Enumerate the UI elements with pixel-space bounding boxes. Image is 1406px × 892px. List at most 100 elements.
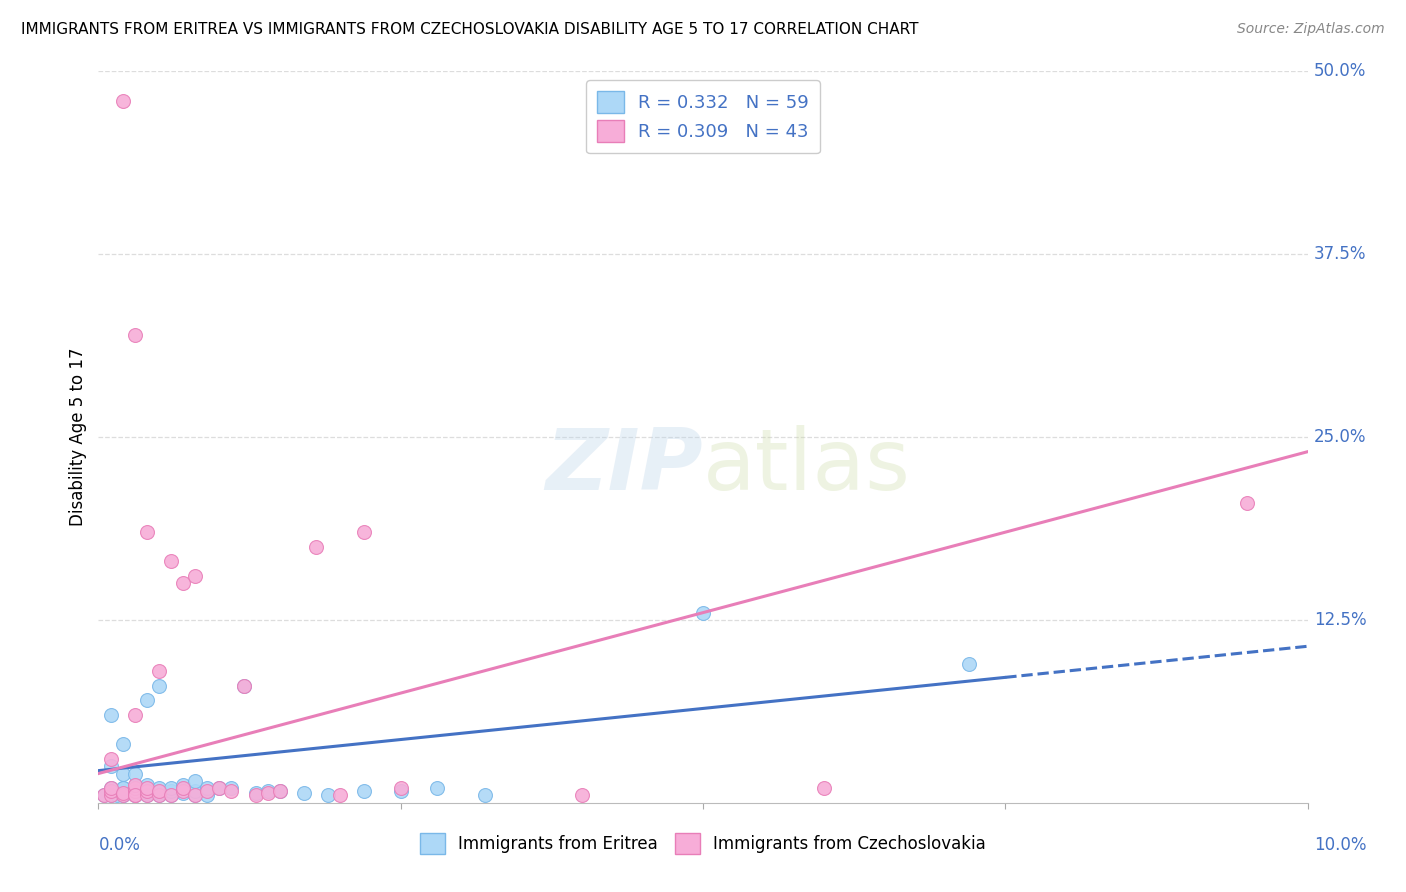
Text: Source: ZipAtlas.com: Source: ZipAtlas.com — [1237, 22, 1385, 37]
Point — [184, 569, 207, 583]
Point — [426, 781, 449, 796]
Point — [124, 781, 146, 796]
Point — [124, 778, 146, 792]
Text: 0.0%: 0.0% — [98, 836, 141, 854]
Point — [111, 786, 134, 800]
Point — [195, 789, 218, 803]
Point — [184, 784, 207, 798]
Point — [135, 525, 157, 540]
Point — [111, 737, 134, 751]
Point — [305, 540, 328, 554]
Point — [124, 781, 146, 796]
Point — [329, 789, 352, 803]
Point — [389, 781, 412, 796]
Point — [111, 781, 134, 796]
Point — [111, 781, 134, 796]
Point — [269, 784, 291, 798]
Point — [124, 784, 146, 798]
Point — [571, 789, 593, 803]
Point — [111, 789, 134, 803]
Point — [172, 576, 194, 591]
Point — [221, 784, 243, 798]
Point — [100, 708, 122, 723]
Point — [124, 789, 146, 803]
Point — [221, 781, 243, 796]
Text: 50.0%: 50.0% — [1313, 62, 1367, 80]
Point — [195, 781, 218, 796]
Point — [208, 781, 231, 796]
Text: 37.5%: 37.5% — [1313, 245, 1367, 263]
Point — [135, 693, 157, 707]
Point — [208, 781, 231, 796]
Point — [160, 789, 183, 803]
Point — [135, 784, 157, 798]
Point — [124, 789, 146, 803]
Point — [245, 789, 267, 803]
Point — [124, 789, 146, 803]
Point — [100, 759, 122, 773]
Point — [135, 784, 157, 798]
Point — [184, 789, 207, 803]
Point — [111, 784, 134, 798]
Y-axis label: Disability Age 5 to 17: Disability Age 5 to 17 — [69, 348, 87, 526]
Point — [1236, 496, 1258, 510]
Point — [184, 789, 207, 803]
Text: 25.0%: 25.0% — [1313, 428, 1367, 446]
Point — [148, 781, 170, 796]
Point — [135, 786, 157, 800]
Point — [160, 789, 183, 803]
Point — [172, 778, 194, 792]
Point — [172, 781, 194, 796]
Point — [93, 789, 115, 803]
Point — [135, 781, 157, 796]
Point — [957, 657, 980, 671]
Point — [135, 789, 157, 803]
Point — [195, 784, 218, 798]
Point — [111, 766, 134, 780]
Point — [100, 789, 122, 803]
Point — [256, 784, 278, 798]
Point — [813, 781, 835, 796]
Point — [148, 789, 170, 803]
Point — [232, 679, 254, 693]
Point — [111, 789, 134, 803]
Point — [100, 781, 122, 796]
Point — [100, 781, 122, 796]
Text: ZIP: ZIP — [546, 425, 703, 508]
Point — [389, 784, 412, 798]
Point — [135, 789, 157, 803]
Point — [100, 784, 122, 798]
Point — [184, 773, 207, 788]
Text: 12.5%: 12.5% — [1313, 611, 1367, 629]
Point — [135, 781, 157, 796]
Point — [148, 789, 170, 803]
Text: atlas: atlas — [703, 425, 911, 508]
Point — [148, 784, 170, 798]
Point — [474, 789, 496, 803]
Point — [256, 786, 278, 800]
Point — [124, 789, 146, 803]
Point — [124, 784, 146, 798]
Point — [124, 778, 146, 792]
Point — [124, 781, 146, 796]
Point — [232, 679, 254, 693]
Point — [124, 708, 146, 723]
Point — [135, 781, 157, 796]
Point — [172, 786, 194, 800]
Point — [269, 784, 291, 798]
Point — [292, 786, 315, 800]
Point — [100, 789, 122, 803]
Point — [124, 786, 146, 800]
Point — [160, 784, 183, 798]
Point — [93, 789, 115, 803]
Point — [353, 525, 375, 540]
Point — [245, 786, 267, 800]
Point — [100, 784, 122, 798]
Point — [105, 789, 128, 803]
Point — [148, 679, 170, 693]
Point — [111, 789, 134, 803]
Point — [124, 327, 146, 342]
Point — [148, 784, 170, 798]
Point — [160, 554, 183, 568]
Point — [160, 781, 183, 796]
